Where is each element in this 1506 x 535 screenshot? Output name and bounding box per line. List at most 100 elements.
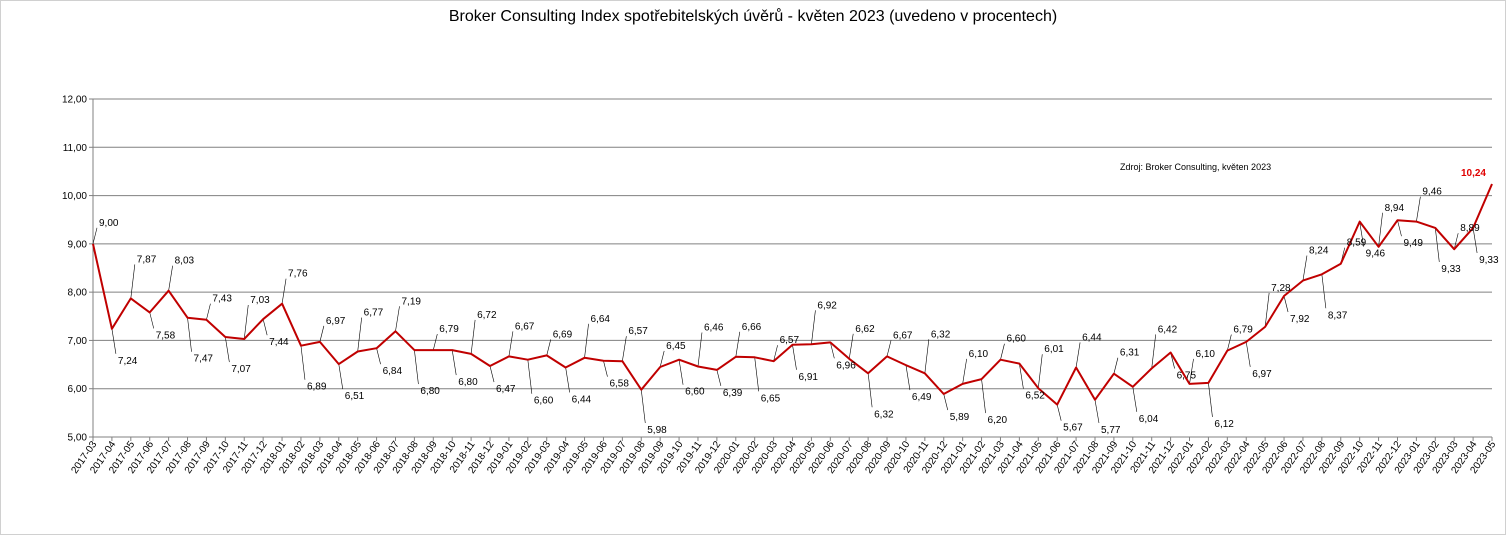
label-leader [357,317,362,352]
data-label: 6,44 [1082,332,1102,343]
label-leader [848,333,854,359]
label-leader [1113,357,1119,374]
label-leader [546,339,552,356]
data-label: 5,98 [647,425,667,436]
data-label: 5,67 [1063,423,1083,434]
label-leader [1037,354,1043,389]
data-label: 6,46 [704,323,724,334]
data-label: 6,49 [912,392,932,403]
data-label: 7,24 [118,356,138,367]
data-label: 6,32 [931,329,951,340]
label-leader [905,365,911,391]
data-label: 6,01 [1044,344,1064,355]
label-leader [1151,334,1157,369]
label-leader [451,350,457,376]
label-leader [773,345,778,362]
label-leader [187,317,192,352]
label-leader [1302,255,1308,281]
label-leader [1264,292,1270,327]
label-leader [603,360,608,377]
label-leader [225,337,230,363]
y-tick-label: 5,00 [68,433,88,444]
label-leader [281,278,287,304]
data-label: 6,52 [1025,391,1045,402]
label-leader [1208,382,1213,417]
label-leader [1000,343,1005,360]
data-label: 6,84 [383,366,403,377]
data-label: 7,28 [1271,283,1291,294]
data-label: 5,77 [1101,425,1121,436]
data-label: 5,89 [950,412,970,423]
data-label: 6,67 [893,330,913,341]
data-label: 6,10 [969,349,989,360]
label-leader [206,303,211,320]
label-leader [1094,399,1100,424]
data-label: 6,65 [761,393,781,404]
data-labels: 9,00 7,24 7,87 7,58 8,03 7,47 7,43 7,07 7,03 7,44… [99,168,1499,436]
label-leader [262,319,268,336]
data-label: 6,80 [420,386,440,397]
label-leader [886,340,892,357]
label-leader [962,358,967,384]
data-label: 6,44 [572,394,592,405]
data-label: 6,96 [836,360,856,371]
y-tick-label: 12,00 [62,95,87,106]
label-leader [338,364,344,390]
data-label: 6,60 [1006,334,1026,345]
label-leader [395,306,400,332]
data-label: 6,57 [780,335,800,346]
label-leader [1397,220,1402,237]
data-label: 9,49 [1403,238,1423,249]
data-label: 6,45 [666,341,686,352]
label-leader [168,265,173,291]
data-label: 6,20 [988,415,1008,426]
data-label: 6,72 [477,310,497,321]
label-leader [111,328,117,354]
label-leader [640,389,646,424]
data-label: 6,10 [1196,349,1216,360]
data-label: 6,92 [817,300,837,311]
label-leader [1132,386,1138,412]
data-label: 7,03 [250,295,270,306]
data-label: 7,43 [212,294,232,305]
label-leader [130,264,136,299]
data-label: 6,60 [685,387,705,398]
label-leader [1416,196,1421,222]
data-label: 6,39 [723,388,743,399]
label-leader [924,339,930,374]
series-line-layer [92,183,1493,406]
data-label: 6,60 [534,396,554,407]
data-label: 6,79 [439,324,459,335]
label-leader [1245,341,1251,367]
label-leader [1283,295,1289,313]
data-label: 7,76 [288,269,308,280]
label-leader [943,393,949,411]
label-leader [697,332,703,367]
data-label: 6,42 [1158,324,1178,335]
label-leader [981,379,986,414]
data-label: 7,47 [194,354,214,365]
data-label: 6,47 [496,384,516,395]
label-leader [1434,227,1440,262]
data-label: 6,69 [553,329,573,340]
data-label: 6,04 [1139,414,1159,425]
data-label: 6,79 [1233,325,1253,336]
data-label: 6,66 [742,322,762,333]
data-label: 7,07 [231,364,251,375]
label-leader [92,227,98,244]
data-label: 7,58 [156,330,176,341]
label-leader [1019,363,1024,389]
label-leader [300,345,306,380]
data-label: 6,31 [1120,348,1140,359]
y-tick-label: 6,00 [68,384,88,395]
data-label: 7,19 [401,296,421,307]
label-leader [470,319,476,354]
label-leader [1056,404,1062,421]
data-label: 9,46 [1422,187,1442,198]
y-tick-label: 10,00 [62,191,87,202]
chart-title: Broker Consulting Index spotřebitelských… [448,8,1058,25]
label-leader [414,350,419,385]
label-leader [489,365,495,383]
data-label: 8,37 [1328,310,1348,321]
data-label: 7,92 [1290,314,1310,325]
